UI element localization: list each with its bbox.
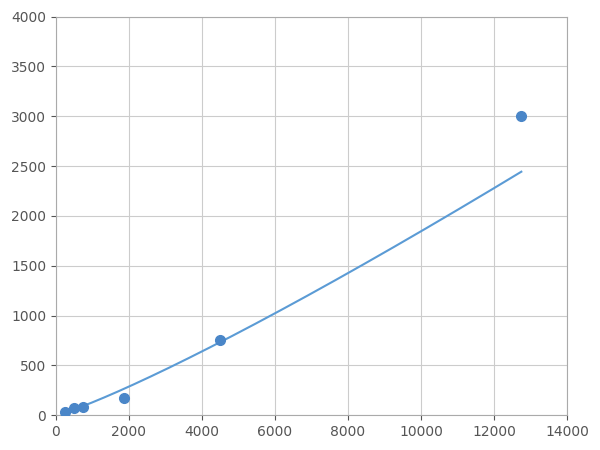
Point	[70, 405, 79, 412]
Point	[215, 337, 225, 344]
Point	[119, 394, 129, 401]
Point	[517, 112, 526, 120]
Point	[60, 409, 70, 416]
Point	[79, 404, 88, 411]
